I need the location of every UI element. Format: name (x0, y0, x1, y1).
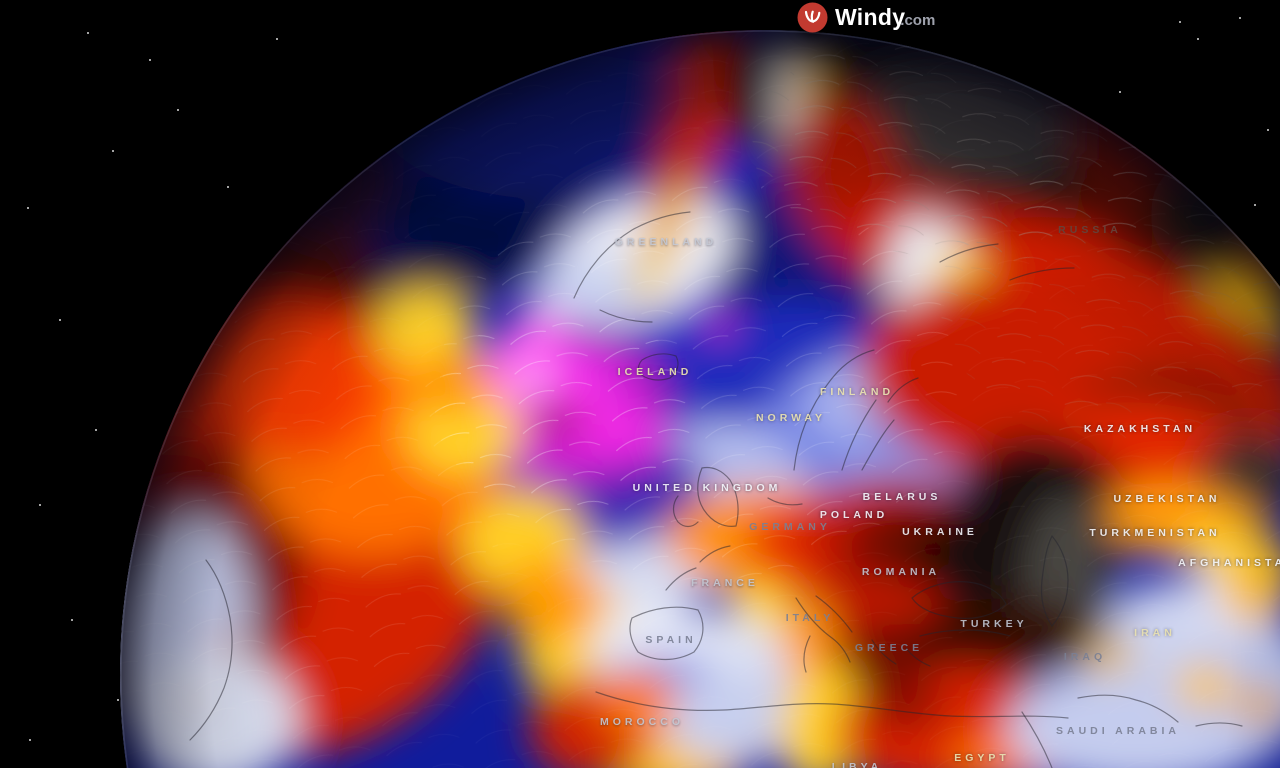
stars-layer (27, 17, 1269, 741)
limb-shading (120, 30, 1280, 768)
windy-logo-icon (797, 2, 828, 33)
windy-logo-text: Windy (835, 4, 906, 30)
windy-logo-wordmark: Windy.com (835, 4, 935, 31)
atmosphere-rim (120, 30, 1280, 768)
globe-body[interactable] (17, 0, 1280, 768)
windy-logo-suffix: .com (900, 12, 936, 29)
windy-logo[interactable]: Windy.com (797, 2, 935, 33)
